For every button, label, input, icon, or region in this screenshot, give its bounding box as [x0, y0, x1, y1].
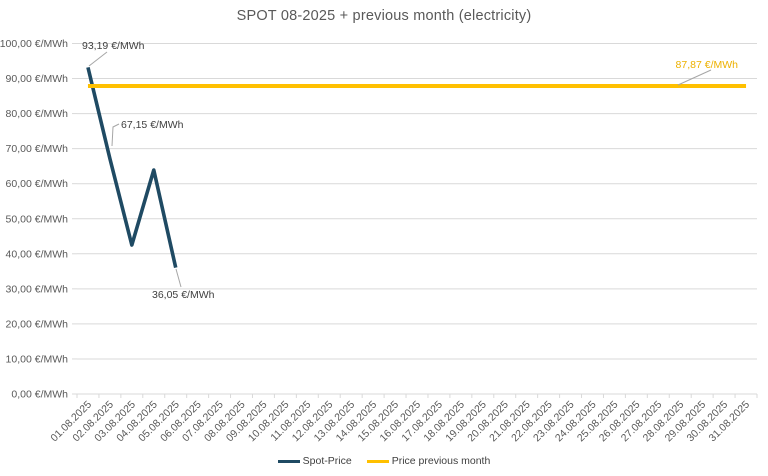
spot-price-line-swatch	[277, 459, 300, 463]
y-axis-label: 30,00 €/MWh	[6, 283, 69, 295]
legend: Spot-Price Price previous month	[0, 455, 768, 467]
legend-item-spot-price: Spot-Price	[277, 455, 352, 467]
annotation-label: 67,15 €/MWh	[121, 119, 184, 131]
y-axis-label: 60,00 €/MWh	[6, 178, 69, 190]
y-axis-label: 0,00 €/MWh	[11, 389, 68, 401]
y-axis-label: 100,00 €/MWh	[0, 38, 68, 50]
annotation-leader	[175, 268, 182, 288]
previous-month-line-swatch	[366, 459, 389, 463]
previous-month-legend-label: Price previous month	[391, 455, 491, 467]
spot-price-line	[86, 66, 178, 269]
annotation-leader	[111, 123, 120, 147]
y-axis-label: 40,00 €/MWh	[6, 248, 69, 260]
y-axis-label: 50,00 €/MWh	[6, 213, 69, 225]
legend-item-previous-month: Price previous month	[366, 455, 491, 467]
annotation-leader	[677, 69, 712, 86]
y-axis-label: 10,00 €/MWh	[6, 353, 69, 365]
y-axis-label: 70,00 €/MWh	[6, 143, 69, 155]
y-axis-label: 80,00 €/MWh	[6, 108, 69, 120]
y-axis-label: 20,00 €/MWh	[6, 318, 69, 330]
annotation-leader	[88, 51, 108, 67]
chart-title: SPOT 08-2025 + previous month (electrici…	[236, 8, 532, 24]
annotation-label: 36,05 €/MWh	[152, 289, 215, 301]
annotation-label: 87,87 €/MWh	[676, 59, 739, 71]
spot-price-legend-label: Spot-Price	[302, 455, 352, 467]
y-axis-label: 90,00 €/MWh	[6, 73, 69, 85]
annotation-label: 93,19 €/MWh	[82, 40, 145, 52]
